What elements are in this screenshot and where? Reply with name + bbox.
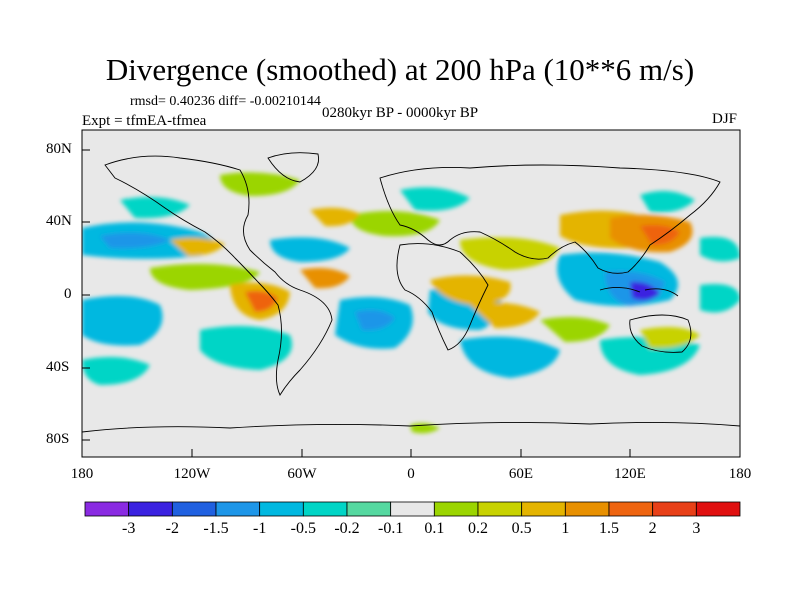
colorbar-box bbox=[259, 501, 304, 517]
colorbar-box bbox=[84, 501, 130, 517]
field-patch bbox=[700, 284, 740, 313]
field-patch bbox=[245, 290, 278, 312]
lat-label-0: 0 bbox=[64, 286, 72, 302]
season-label: DJF bbox=[712, 111, 738, 127]
colorbar-label: -2 bbox=[165, 520, 179, 537]
experiment-label: Expt = tfmEA-tfmea bbox=[82, 113, 207, 129]
eurasia-coast bbox=[379, 164, 721, 274]
lon-label-60w: 60W bbox=[287, 466, 317, 482]
colorbar-label: 0.2 bbox=[468, 520, 488, 537]
colorbar-label: 2 bbox=[648, 520, 657, 537]
field-patch bbox=[270, 237, 350, 262]
field-patch bbox=[460, 336, 560, 378]
field-patch bbox=[470, 302, 540, 328]
lon-label-180w: 180 bbox=[70, 466, 94, 482]
colorbar-label: 3 bbox=[692, 520, 701, 537]
africa-coast bbox=[396, 243, 489, 351]
field-patch bbox=[540, 316, 610, 342]
lon-label-120e: 120E bbox=[614, 466, 646, 482]
field-patch bbox=[400, 187, 470, 211]
colorbar-box bbox=[128, 501, 173, 517]
colorbar-box bbox=[521, 501, 566, 517]
field-patch bbox=[220, 172, 300, 196]
lat-label-80n: 80N bbox=[46, 141, 72, 157]
field-patch bbox=[640, 326, 700, 349]
lat-label-80s: 80S bbox=[46, 431, 70, 447]
stats-text: rmsd= 0.40236 diff= -0.00210144 bbox=[130, 94, 321, 109]
australia-coast bbox=[629, 314, 692, 353]
field-patch bbox=[300, 268, 350, 289]
map-title: Divergence (smoothed) at 200 hPa (10**6 … bbox=[105, 52, 695, 87]
field-patch bbox=[200, 326, 292, 370]
colorbar-label: -1.5 bbox=[203, 520, 229, 537]
lon-label-180e: 180 bbox=[728, 466, 752, 482]
colorbar-box bbox=[433, 501, 479, 517]
maritime-coast bbox=[599, 287, 679, 297]
colorbar-box bbox=[346, 501, 392, 517]
field-patch bbox=[170, 237, 225, 256]
colorbar bbox=[84, 501, 741, 517]
field-patch bbox=[350, 211, 440, 237]
lon-label-60e: 60E bbox=[508, 466, 534, 482]
lat-label-40s: 40S bbox=[46, 359, 70, 375]
coastlines bbox=[82, 152, 740, 433]
colorbar-box bbox=[171, 501, 217, 517]
field-patch bbox=[640, 224, 680, 246]
colorbar-label: -0.2 bbox=[334, 520, 360, 537]
field-patch bbox=[630, 281, 660, 301]
field-patch bbox=[150, 263, 260, 290]
divergence-field bbox=[82, 130, 740, 457]
colorbar-label: 0.1 bbox=[424, 520, 445, 537]
field-patch bbox=[310, 207, 360, 227]
colorbar-box bbox=[477, 501, 523, 517]
field-patch bbox=[355, 310, 395, 331]
lat-label-40n: 40N bbox=[46, 213, 72, 229]
colorbar-label: -1 bbox=[252, 520, 267, 537]
field-patch bbox=[430, 275, 511, 306]
map-ticks bbox=[81, 149, 741, 457]
lon-label-120w: 120W bbox=[173, 466, 211, 482]
colorbar-label: -0.1 bbox=[377, 520, 404, 537]
field-patch bbox=[460, 237, 560, 270]
greenland-coast bbox=[267, 152, 320, 183]
field-patch bbox=[100, 232, 170, 249]
colorbar-label: 1.5 bbox=[599, 520, 619, 537]
field-patch bbox=[700, 236, 740, 262]
colorbar-box bbox=[608, 501, 654, 517]
field-patch bbox=[82, 356, 150, 385]
colorbar-box bbox=[695, 501, 741, 517]
lon-label-0: 0 bbox=[407, 466, 415, 482]
colorbar-box bbox=[215, 501, 261, 517]
colorbar-label: 0.5 bbox=[511, 520, 532, 537]
colorbar-box bbox=[302, 501, 348, 517]
colorbar-box bbox=[390, 501, 435, 517]
field-patch bbox=[82, 296, 163, 346]
colorbar-label: 1 bbox=[561, 520, 570, 537]
americas-coast bbox=[104, 155, 333, 396]
antarctica-coast bbox=[82, 421, 740, 433]
period-label: 0280kyr BP - 0000kyr BP bbox=[322, 105, 479, 121]
field-patch bbox=[640, 191, 695, 213]
colorbar-label: -0.5 bbox=[290, 520, 316, 537]
colorbar-box bbox=[652, 501, 697, 517]
colorbar-box bbox=[564, 501, 610, 517]
colorbar-label: -3 bbox=[121, 520, 136, 537]
